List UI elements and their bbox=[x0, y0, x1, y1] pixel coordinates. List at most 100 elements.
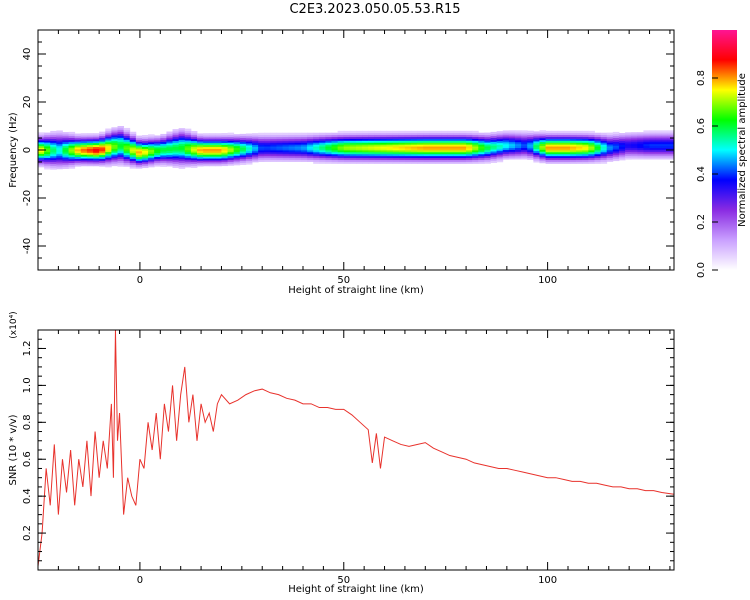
heatmap-cell bbox=[490, 149, 498, 152]
heatmap-cell bbox=[539, 139, 546, 143]
heatmap-cell bbox=[594, 151, 602, 155]
heatmap-cell bbox=[276, 140, 284, 143]
heatmap-cell bbox=[661, 134, 669, 137]
heatmap-cell bbox=[386, 161, 394, 164]
heatmap-cell bbox=[374, 157, 381, 160]
heatmap-cell bbox=[209, 138, 216, 142]
heatmap-cell bbox=[423, 150, 430, 153]
heatmap-cell bbox=[661, 139, 669, 143]
heatmap-cell bbox=[93, 144, 100, 148]
heatmap-cell bbox=[502, 141, 510, 145]
heatmap-cell bbox=[227, 148, 235, 151]
heatmap-cell bbox=[527, 136, 534, 139]
heatmap-cell bbox=[68, 147, 76, 150]
heatmap-cell bbox=[209, 163, 216, 167]
heatmap-cell bbox=[618, 133, 626, 136]
heatmap-cell bbox=[215, 162, 222, 165]
heatmap-cell bbox=[600, 138, 608, 141]
heatmap-cell bbox=[478, 150, 485, 153]
heatmap-cell bbox=[50, 144, 57, 147]
heatmap-cell bbox=[496, 146, 504, 149]
heatmap-cell bbox=[551, 132, 559, 136]
heatmap-cell bbox=[637, 147, 644, 150]
heatmap-cell bbox=[453, 148, 461, 151]
heatmap-cell bbox=[563, 132, 571, 136]
heatmap-cell bbox=[56, 145, 63, 149]
heatmap-cell bbox=[99, 141, 106, 144]
heatmap-cell bbox=[453, 146, 461, 149]
heatmap-cell bbox=[472, 146, 479, 149]
heatmap-cell bbox=[172, 156, 180, 159]
heatmap-cell bbox=[160, 145, 167, 148]
heatmap-cell bbox=[233, 138, 241, 141]
heatmap-cell bbox=[337, 132, 345, 136]
heatmap-cell bbox=[374, 134, 381, 137]
heatmap-cell bbox=[111, 129, 118, 132]
heatmap-cell bbox=[276, 136, 284, 139]
heatmap-cell bbox=[111, 159, 118, 163]
heatmap-cell bbox=[472, 148, 479, 151]
heatmap-cell bbox=[557, 148, 565, 151]
heatmap-cell bbox=[239, 154, 247, 158]
heatmap-cells bbox=[38, 126, 674, 170]
heatmap-cell bbox=[184, 138, 192, 141]
heatmap-cell bbox=[86, 154, 94, 157]
heatmap-cell bbox=[331, 157, 339, 160]
heatmap-cell bbox=[80, 160, 88, 163]
heatmap-cell bbox=[276, 151, 284, 155]
colorbar: 0.00.20.40.60.8 Normalized spectral ampl… bbox=[696, 30, 748, 278]
heatmap-cell bbox=[484, 161, 491, 164]
colorbar-tick-label: 0.0 bbox=[696, 262, 707, 278]
heatmap-cell bbox=[490, 143, 498, 146]
heatmap-cell bbox=[148, 159, 155, 162]
heatmap-cell bbox=[245, 143, 253, 146]
heatmap-cell bbox=[307, 150, 314, 153]
heatmap-cell bbox=[429, 132, 436, 136]
heatmap-cell bbox=[368, 161, 375, 164]
heatmap-cell bbox=[447, 161, 455, 164]
heatmap-cell bbox=[661, 153, 669, 156]
heatmap-cell bbox=[86, 160, 94, 163]
heatmap-cell bbox=[404, 148, 412, 151]
heatmap-cell bbox=[429, 146, 436, 149]
heatmap-cell bbox=[356, 159, 363, 162]
heatmap-cell bbox=[625, 132, 632, 135]
heatmap-cell bbox=[643, 151, 650, 154]
heatmap-cell bbox=[459, 148, 467, 151]
heatmap-cell bbox=[38, 151, 45, 154]
heatmap-cell bbox=[356, 157, 363, 160]
heatmap-cell bbox=[38, 132, 45, 135]
heatmap-cell bbox=[386, 132, 394, 136]
heatmap-cell bbox=[172, 157, 180, 161]
heatmap-cell bbox=[50, 138, 57, 141]
heatmap-cell bbox=[478, 148, 485, 151]
colorbar-gradient bbox=[712, 30, 737, 270]
heatmap-cell bbox=[111, 154, 118, 157]
heatmap-cell bbox=[80, 148, 88, 151]
heatmap-cell bbox=[215, 160, 222, 163]
heatmap-cell bbox=[276, 155, 284, 159]
heatmap-cell bbox=[50, 155, 57, 159]
heatmap-cell bbox=[435, 130, 443, 134]
heatmap-cell bbox=[239, 143, 247, 146]
heatmap-cell bbox=[239, 141, 247, 144]
heatmap-cell bbox=[307, 153, 314, 157]
heatmap-cell bbox=[258, 151, 265, 155]
heatmap-cell bbox=[258, 144, 265, 147]
heatmap-cell bbox=[459, 144, 467, 147]
heatmap-cell bbox=[325, 134, 332, 137]
heatmap-cell bbox=[233, 139, 241, 143]
heatmap-cell bbox=[447, 157, 455, 160]
heatmap-cell bbox=[270, 150, 277, 153]
heatmap-cell bbox=[631, 153, 638, 156]
heatmap-cell bbox=[423, 142, 430, 145]
heatmap-cell bbox=[209, 156, 216, 159]
heatmap-cell bbox=[282, 159, 290, 162]
heatmap-cell bbox=[166, 164, 173, 167]
heatmap-cell bbox=[527, 155, 534, 158]
heatmap-cell bbox=[123, 147, 131, 150]
heatmap-cell bbox=[356, 146, 363, 149]
heatmap-cell bbox=[637, 134, 644, 137]
heatmap-cell bbox=[576, 155, 583, 159]
heatmap-cell bbox=[356, 142, 363, 145]
